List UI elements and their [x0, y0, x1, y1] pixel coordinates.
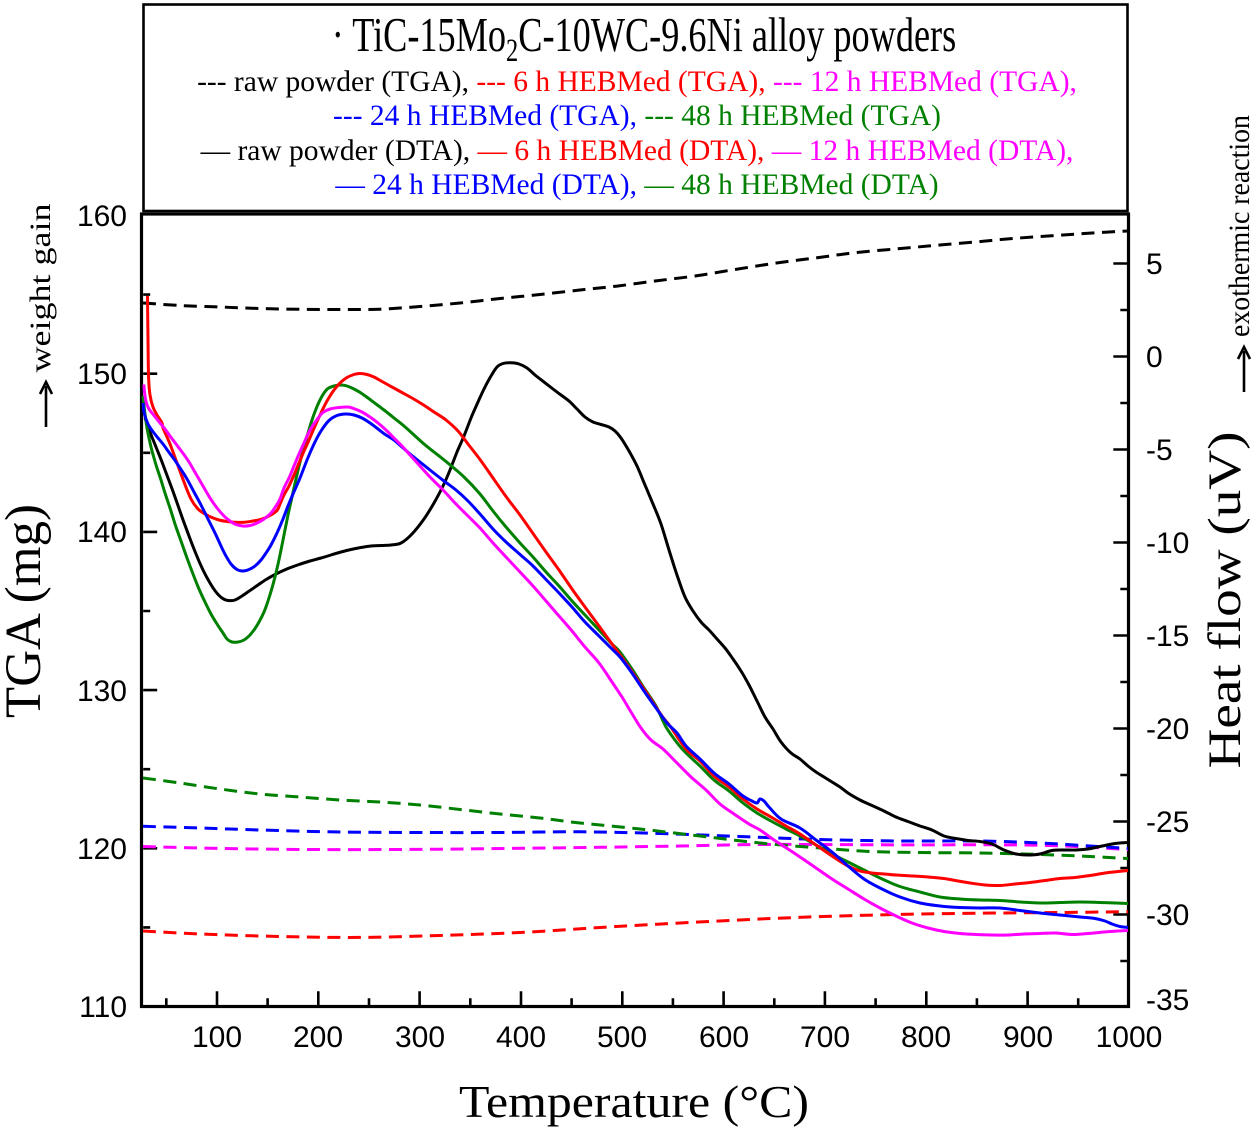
- svg-text:— 24 h HEBMed (DTA), — 48 h HE: — 24 h HEBMed (DTA), — 48 h HEBMed (DTA): [334, 169, 938, 201]
- svg-text:120: 120: [77, 833, 127, 866]
- svg-text:exothermic reaction: exothermic reaction: [1223, 115, 1256, 337]
- svg-text:Heat flow (uV): Heat flow (uV): [1199, 432, 1251, 769]
- svg-text:150: 150: [77, 358, 127, 391]
- svg-text:500: 500: [597, 1021, 647, 1054]
- svg-text:5: 5: [1146, 248, 1163, 281]
- svg-text:-5: -5: [1146, 434, 1173, 467]
- svg-text:-35: -35: [1146, 984, 1189, 1017]
- svg-text:-10: -10: [1146, 527, 1189, 560]
- svg-text:weight gain: weight gain: [24, 204, 57, 373]
- svg-text:--- raw powder (TGA), --- 6 h: --- raw powder (TGA), --- 6 h HEBMed (TG…: [197, 66, 1077, 98]
- svg-text:800: 800: [901, 1021, 951, 1054]
- svg-text:130: 130: [77, 675, 127, 708]
- svg-text:TGA (mg): TGA (mg): [0, 504, 52, 718]
- svg-text:140: 140: [77, 516, 127, 549]
- svg-text:100: 100: [192, 1021, 242, 1054]
- svg-text:300: 300: [395, 1021, 445, 1054]
- svg-text:1000: 1000: [1096, 1021, 1163, 1054]
- svg-text:700: 700: [800, 1021, 850, 1054]
- svg-text:0: 0: [1146, 341, 1163, 374]
- svg-text:160: 160: [77, 200, 127, 233]
- svg-text:900: 900: [1003, 1021, 1053, 1054]
- svg-text:--- 24 h HEBMed (TGA), --- 48: --- 24 h HEBMed (TGA), --- 48 h HEBMed (…: [333, 100, 941, 132]
- svg-text:-15: -15: [1146, 620, 1189, 653]
- svg-text:— raw powder (DTA), — 6 h HEBM: — raw powder (DTA), — 6 h HEBMed (DTA), …: [200, 135, 1074, 167]
- svg-text:200: 200: [293, 1021, 343, 1054]
- svg-text:110: 110: [79, 991, 127, 1024]
- svg-text:-20: -20: [1146, 713, 1189, 746]
- svg-text:· TiC-15Mo2C-10WC-9.6Ni alloy: · TiC-15Mo2C-10WC-9.6Ni alloy powders: [332, 9, 956, 69]
- svg-text:-25: -25: [1146, 806, 1189, 839]
- svg-text:600: 600: [699, 1021, 749, 1054]
- svg-text:400: 400: [496, 1021, 546, 1054]
- svg-text:-30: -30: [1146, 899, 1189, 932]
- svg-text:Temperature (°C): Temperature (°C): [459, 1076, 809, 1127]
